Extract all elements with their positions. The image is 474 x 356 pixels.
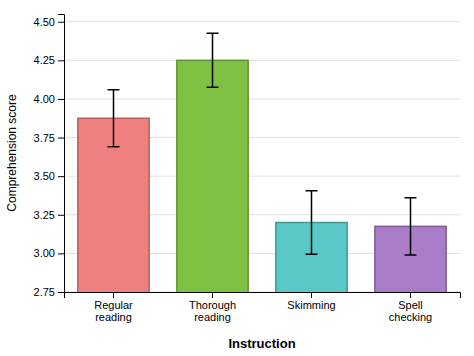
x-tick-mark (113, 292, 114, 298)
y-tick-label: 3.00 (34, 247, 55, 259)
y-tick: 4.25 (34, 54, 64, 66)
grid-line (64, 98, 460, 99)
y-tick-mark (58, 99, 64, 100)
error-bar (207, 33, 219, 87)
x-tick-label-line: Spell (398, 299, 422, 311)
y-tick-mark (58, 138, 64, 139)
y-tick-label: 2.75 (34, 286, 55, 298)
x-tick: Skimming (287, 292, 335, 311)
x-tick-label-line: reading (95, 311, 132, 323)
x-tick-mark (311, 292, 312, 298)
x-tick-mark (212, 292, 213, 298)
chart: 2.753.003.253.503.754.004.254.50Regularr… (0, 0, 474, 356)
y-tick-label: 4.25 (34, 54, 55, 66)
x-axis-line (65, 293, 461, 299)
y-tick: 3.25 (34, 209, 64, 221)
marks (78, 33, 446, 292)
x-tick-label: Regularreading (94, 299, 133, 324)
y-axis-title: Comprehension score (5, 94, 19, 212)
y-tick-mark (58, 292, 64, 293)
x-axis-title: Instruction (228, 336, 295, 351)
y-tick-mark (58, 22, 64, 23)
error-bar (405, 198, 417, 255)
y-tick-label: 4.00 (34, 93, 55, 105)
y-tick-label: 4.50 (34, 16, 55, 28)
x-tick-label: Skimming (287, 299, 335, 311)
grid-line (64, 21, 460, 22)
error-bar (108, 90, 120, 147)
grid-line (64, 60, 460, 61)
y-axis: 2.75 3.00 3.25 3.50 3.75 4.00 4.25 4.50 (34, 15, 65, 299)
x-tick: Thoroughreading (189, 292, 236, 323)
y-tick-mark (58, 60, 64, 61)
x-tick-label-line: Regular (94, 299, 133, 311)
y-tick: 3.00 (34, 247, 64, 259)
x-tick-label: Thoroughreading (189, 299, 236, 324)
x-tick: Spellchecking (389, 292, 432, 323)
y-tick-mark (58, 215, 64, 216)
bar (177, 60, 248, 292)
y-tick: 2.75 (34, 286, 64, 298)
x-tick-label-line: checking (389, 311, 432, 323)
y-tick-label: 3.50 (34, 170, 55, 182)
plot: 2.753.003.253.503.754.004.254.50Regularr… (34, 15, 461, 356)
y-tick-label: 3.25 (34, 209, 55, 221)
x-tick-label-line: Skimming (287, 299, 335, 311)
x-tick: Regularreading (94, 292, 133, 323)
y-tick-mark (58, 176, 64, 177)
y-tick-label: 3.75 (34, 132, 55, 144)
y-tick: 4.00 (34, 93, 64, 105)
y-tick: 3.75 (34, 132, 64, 144)
y-tick: 4.50 (34, 16, 64, 28)
x-tick-mark (410, 292, 411, 298)
y-axis-line (58, 15, 65, 293)
x-axis: RegularreadingThoroughreadingSkimmingSpe… (65, 292, 461, 323)
x-tick-label-line: Thorough (189, 299, 236, 311)
error-bar (306, 191, 318, 254)
y-tick: 3.50 (34, 170, 64, 182)
y-tick-mark (58, 253, 64, 254)
x-tick-label: Spellchecking (389, 299, 432, 324)
x-tick-label-line: reading (194, 311, 231, 323)
